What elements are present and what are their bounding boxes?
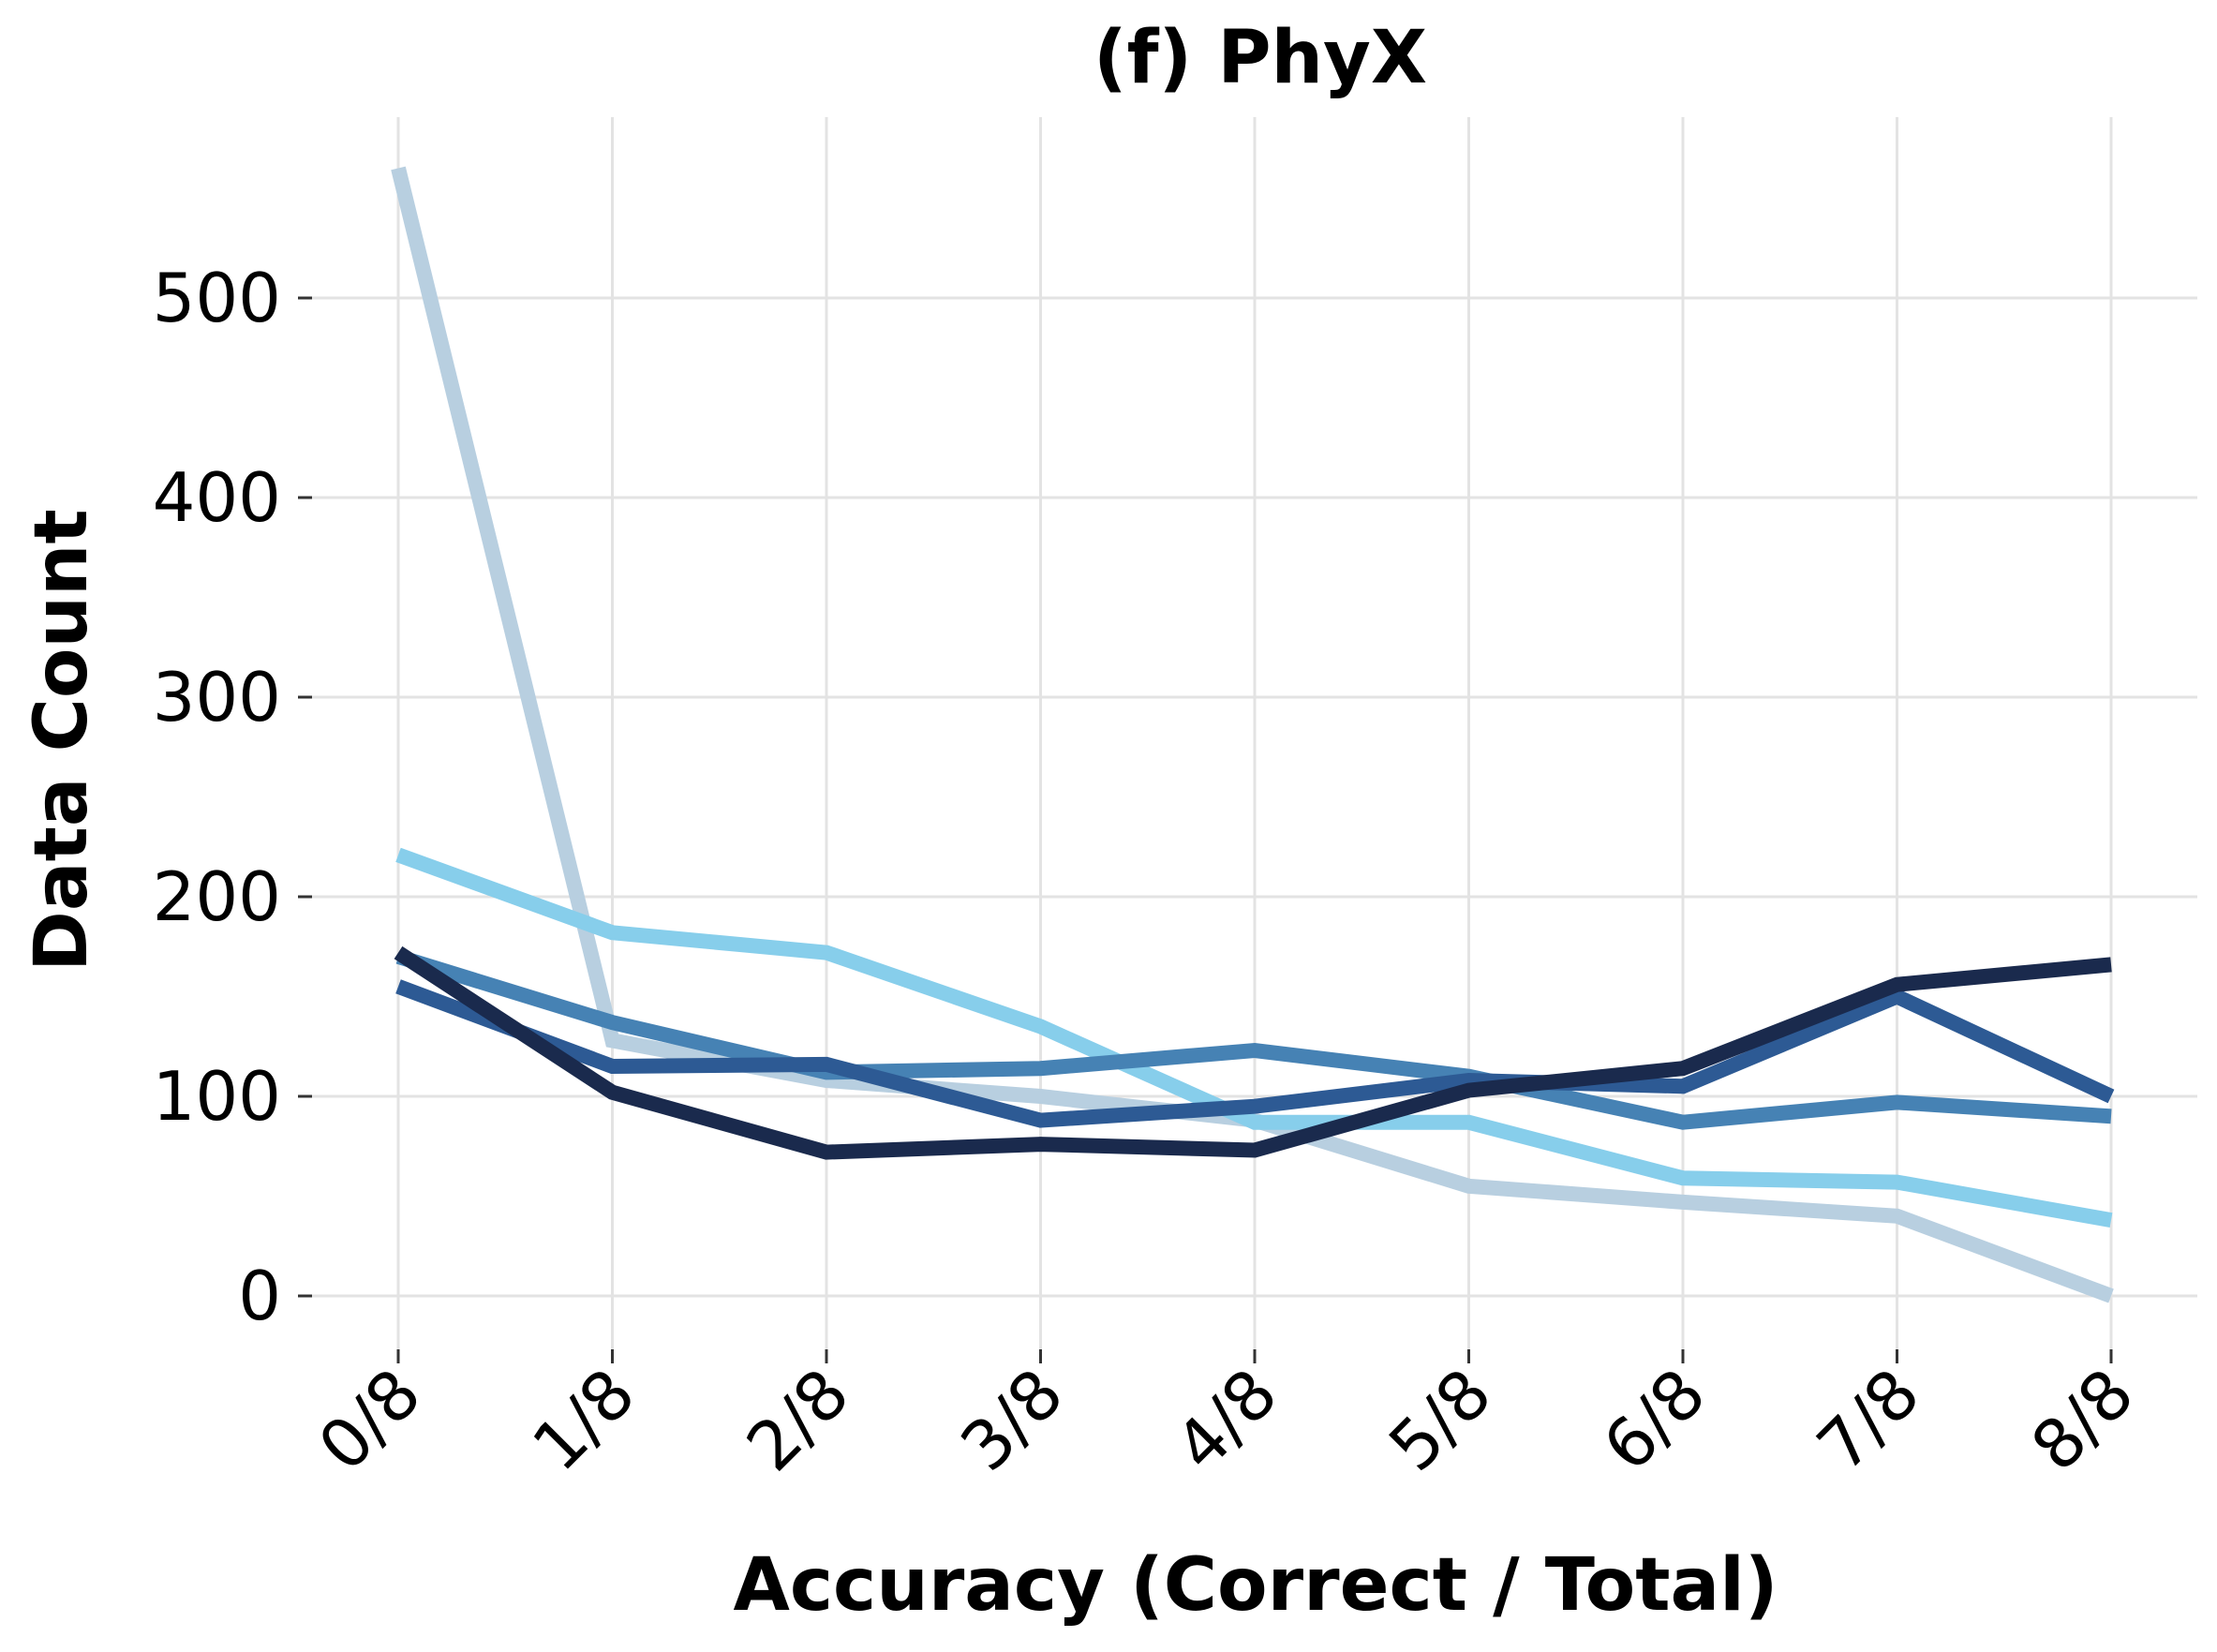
series-line-4	[395, 979, 2115, 1128]
x-axis: 0/8 1/8 2/8 3/8 4/8 5/8 6/8 7/8 8/8	[304, 1349, 2149, 1486]
x-gridlines	[396, 117, 2113, 1349]
series-line-5	[394, 945, 2112, 1160]
series-line-3	[395, 949, 2112, 1130]
x-tick-label-1: 1/8	[517, 1354, 649, 1486]
y-tick-label-5: 500	[153, 259, 281, 337]
x-tick-label-5: 5/8	[1374, 1354, 1506, 1486]
y-tick-label-1: 100	[153, 1057, 281, 1136]
y-axis-label: Data Count	[20, 509, 104, 972]
y-tick-label-2: 200	[153, 857, 281, 936]
x-tick-label-7: 7/8	[1802, 1354, 1934, 1486]
y-tick-label-0: 0	[238, 1257, 281, 1335]
x-tick-label-4: 4/8	[1160, 1354, 1292, 1486]
x-tick-label-2: 2/8	[732, 1354, 864, 1486]
y-axis: 0 100 200 300 400 500	[153, 259, 312, 1335]
x-axis-label: Accuracy (Correct / Total)	[733, 1543, 1778, 1628]
chart-title: (f) PhyX	[1094, 16, 1427, 100]
x-tick-label-0: 0/8	[304, 1354, 436, 1486]
x-tick-label-8: 8/8	[2016, 1354, 2149, 1486]
y-tick-label-3: 300	[153, 658, 281, 737]
series-group	[391, 166, 2115, 1303]
x-tick-label-6: 6/8	[1588, 1354, 1720, 1486]
series-line-2	[395, 847, 2113, 1228]
x-tick-label-3: 3/8	[945, 1354, 1078, 1486]
y-tick-label-4: 400	[153, 458, 281, 537]
